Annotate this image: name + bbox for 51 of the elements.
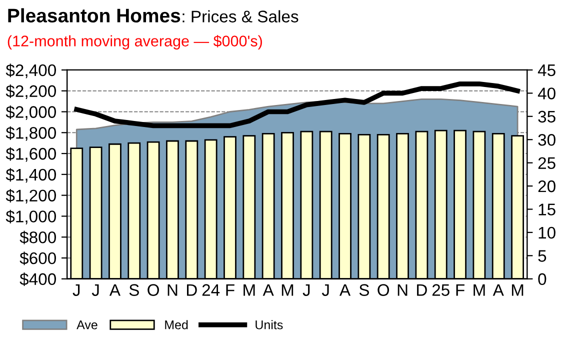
- line-series: [74, 81, 520, 128]
- x-tick-label: J: [302, 284, 310, 296]
- x-tick-label: A: [109, 284, 120, 296]
- y2-tick-label: 40: [538, 88, 556, 100]
- x-tick-label: M: [282, 284, 294, 296]
- x-tick-label: N: [398, 284, 408, 296]
- y2-tick-label: 0: [538, 273, 546, 286]
- x-tick-label: 24: [202, 284, 220, 296]
- x-tick-label: O: [148, 284, 159, 296]
- y-tick-label: $2,200: [6, 84, 56, 100]
- y-tick-label: $1,000: [6, 210, 56, 224]
- x-tick-label: F: [226, 284, 234, 296]
- x-tick-label: M: [512, 284, 524, 296]
- y2-tick-label: 5: [538, 250, 546, 262]
- x-tick-label: S: [359, 284, 369, 296]
- y2-tick-label: 35: [538, 110, 556, 123]
- y-tick-label: $2,000: [6, 105, 56, 120]
- y-tick-label: $400: [20, 272, 56, 286]
- x-tick-label: 25: [432, 284, 450, 296]
- x-tick-label: A: [492, 284, 504, 296]
- y-tick-label: $1,600: [6, 147, 56, 162]
- x-tick-label: D: [417, 284, 427, 296]
- legend-label: Ave: [76, 320, 98, 330]
- y-tick-label: $1,400: [6, 168, 56, 183]
- y2-tick-label: 20: [538, 180, 556, 192]
- y-tick-label: $1,800: [6, 126, 56, 141]
- x-tick-label: M: [244, 284, 255, 296]
- x-tick-label: J: [322, 284, 329, 296]
- legend-label: Med: [165, 320, 188, 330]
- y2-tick-label: 10: [538, 226, 556, 239]
- x-tick-label: D: [187, 284, 197, 296]
- legend-label: Units: [256, 320, 283, 330]
- x-tick-label: J: [92, 284, 99, 296]
- y2-tick-label: 45: [538, 64, 556, 76]
- x-tick-label: S: [129, 284, 139, 296]
- y-tick-label: $1,200: [6, 189, 56, 204]
- y-tick-label: $2,400: [6, 64, 56, 78]
- x-tick-label: J: [72, 284, 80, 296]
- chart-title: Pleasanton Homes: Prices & Sales: [8, 8, 298, 22]
- x-tick-label: A: [262, 284, 274, 296]
- y2-tick-label: 30: [538, 134, 556, 146]
- y-tick-label: $800: [20, 230, 56, 244]
- y2-tick-label: 25: [538, 157, 556, 170]
- y2-tick-label: 15: [538, 204, 556, 216]
- x-tick-label: N: [168, 284, 178, 296]
- x-tick-label: M: [474, 284, 485, 296]
- x-tick-label: O: [378, 284, 390, 296]
- x-tick-label: F: [456, 284, 464, 296]
- chart-subtitle: (12-month moving average — $000's): [8, 34, 262, 50]
- y-tick-label: $600: [20, 252, 56, 266]
- x-tick-label: A: [339, 284, 351, 296]
